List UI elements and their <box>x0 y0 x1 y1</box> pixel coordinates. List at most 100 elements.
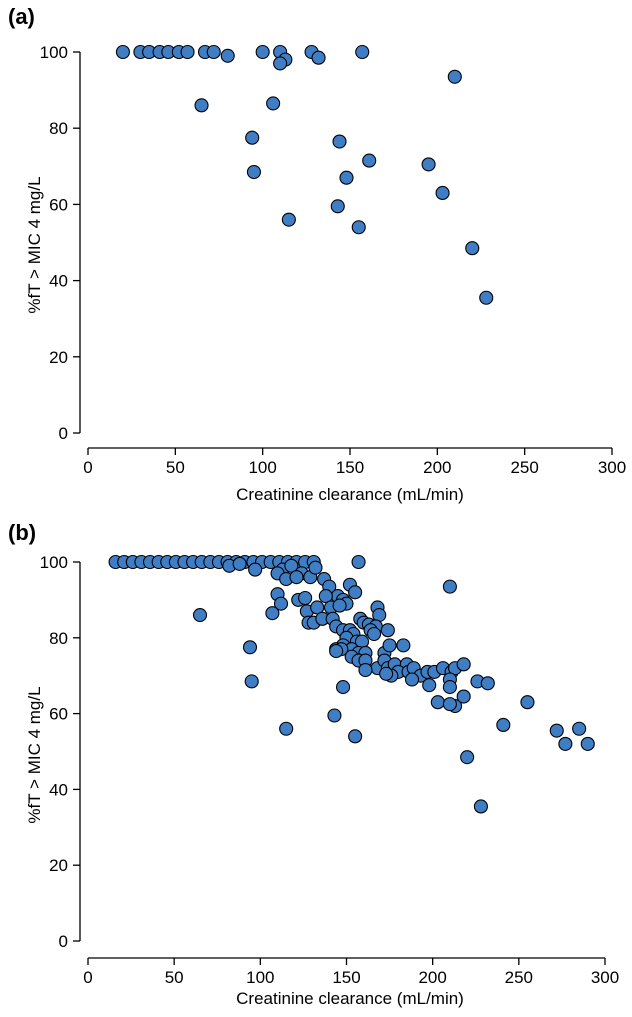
x-tick-label: 300 <box>598 458 626 477</box>
data-point <box>244 674 259 689</box>
x-tick-label: 300 <box>591 968 619 987</box>
data-point <box>332 134 347 149</box>
y-tick-label: 20 <box>49 348 68 367</box>
data-point <box>308 560 323 575</box>
data-point <box>289 570 304 585</box>
data-point <box>206 44 221 60</box>
x-tick-label: 0 <box>83 968 92 987</box>
data-point <box>266 96 281 111</box>
y-tick-label: 80 <box>49 119 68 138</box>
data-point <box>460 750 475 765</box>
x-tick-label: 200 <box>418 968 446 987</box>
data-point <box>246 164 261 180</box>
y-tick-label: 40 <box>49 780 68 799</box>
y-tick-label: 80 <box>49 629 68 648</box>
data-point <box>558 736 573 751</box>
data-point <box>456 657 471 672</box>
data-point <box>480 676 495 691</box>
data-point <box>355 44 370 60</box>
data-point <box>318 589 333 604</box>
data-point <box>327 708 342 723</box>
data-point <box>298 590 313 606</box>
y-tick-label: 20 <box>49 856 68 875</box>
data-point <box>358 662 373 678</box>
data-point <box>465 241 480 256</box>
data-point <box>422 678 437 693</box>
y-tick-label: 0 <box>59 424 68 443</box>
data-point <box>329 644 344 659</box>
x-tick-label: 0 <box>83 458 92 477</box>
panel-label-a: (a) <box>8 4 35 29</box>
data-point <box>311 50 326 65</box>
x-tick-label: 50 <box>166 458 185 477</box>
data-point <box>479 290 494 305</box>
data-point <box>421 157 436 172</box>
data-point <box>351 220 366 235</box>
data-point <box>520 695 535 710</box>
data-point <box>348 585 363 600</box>
data-point <box>336 680 351 695</box>
y-axis-title-a: %fT > MIC 4 mg/L <box>25 176 44 313</box>
data-point <box>192 608 208 623</box>
y-axis-title-b: %fT > MIC 4 mg/L <box>25 686 44 823</box>
x-tick-label: 250 <box>505 968 533 987</box>
data-point <box>232 556 247 571</box>
data-point <box>351 554 366 570</box>
data-point <box>367 626 382 642</box>
data-point <box>273 56 288 71</box>
x-tick-label: 250 <box>510 458 538 477</box>
data-point <box>115 44 130 60</box>
chart-panel-b: (b) Creatinine clearance (mL/min) %fT > … <box>0 508 632 1016</box>
data-point <box>194 98 209 113</box>
data-point <box>284 558 299 573</box>
data-point <box>496 717 511 733</box>
x-tick-label: 150 <box>332 968 360 987</box>
data-point <box>379 666 394 681</box>
y-tick-label: 40 <box>49 272 68 291</box>
data-point <box>255 44 270 60</box>
data-point <box>572 721 587 736</box>
x-tick-label: 100 <box>246 968 274 987</box>
data-point <box>442 697 457 712</box>
scatter-plot-b: Creatinine clearance (mL/min) %fT > MIC … <box>25 553 619 1008</box>
y-tick-label: 60 <box>49 195 68 214</box>
data-point <box>442 680 457 695</box>
data-point <box>339 170 354 185</box>
data-point <box>348 729 363 744</box>
data-point <box>242 640 258 655</box>
x-tick-label: 150 <box>336 458 364 477</box>
data-point <box>473 799 488 814</box>
data-point <box>580 736 595 751</box>
data-point <box>273 596 289 611</box>
data-point <box>281 212 296 227</box>
data-point <box>248 562 263 577</box>
data-point <box>310 600 325 615</box>
panel-label-b: (b) <box>8 520 37 545</box>
data-point <box>382 638 397 653</box>
data-point <box>245 130 260 145</box>
data-point <box>279 721 294 736</box>
x-tick-label: 200 <box>423 458 451 477</box>
data-point <box>332 598 347 613</box>
y-tick-label: 100 <box>40 553 68 572</box>
chart-panel-a: (a) Creatinine clearance (mL/min) %fT > … <box>0 0 632 508</box>
data-point <box>549 723 564 738</box>
scatter-plot-a: Creatinine clearance (mL/min) %fT > MIC … <box>25 43 626 504</box>
data-point <box>396 638 411 653</box>
data-point <box>456 689 471 704</box>
x-tick-label: 50 <box>165 968 184 987</box>
data-point <box>180 44 195 60</box>
y-tick-label: 60 <box>49 705 68 724</box>
data-point <box>442 579 457 594</box>
data-point <box>380 623 395 638</box>
data-point <box>220 48 235 63</box>
x-axis-title-a: Creatinine clearance (mL/min) <box>236 485 464 504</box>
data-point <box>330 199 345 214</box>
data-point <box>435 185 450 201</box>
y-tick-label: 100 <box>40 43 68 62</box>
data-point <box>447 69 462 84</box>
data-point <box>265 606 280 621</box>
y-tick-label: 0 <box>59 932 68 951</box>
data-point <box>430 695 445 710</box>
data-point <box>362 153 377 168</box>
